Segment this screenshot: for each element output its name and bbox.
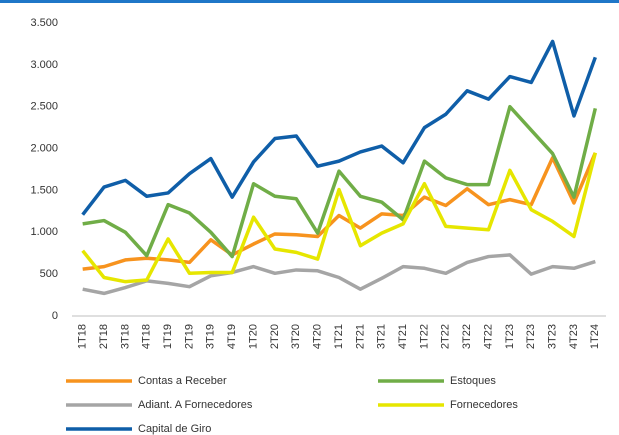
y-tick-label: 1.000 — [30, 226, 58, 238]
x-tick-label: 2T20 — [269, 324, 281, 349]
y-tick-label: 3.500 — [30, 17, 58, 29]
legend-label: Adiant. A Fornecedores — [138, 399, 253, 411]
x-tick-label: 3T20 — [290, 324, 302, 349]
y-tick-label: 2.500 — [30, 101, 58, 113]
legend-label: Estoques — [450, 375, 496, 387]
x-tick-label: 4T18 — [141, 324, 153, 349]
legend-label: Capital de Giro — [138, 423, 211, 435]
y-tick-label: 0 — [52, 310, 58, 322]
x-tick-label: 1T23 — [504, 324, 516, 349]
legend-label: Contas a Receber — [138, 375, 227, 387]
y-tick-label: 3.000 — [30, 59, 58, 71]
x-tick-label: 1T19 — [162, 324, 174, 349]
series-line — [81, 39, 597, 216]
x-tick-label: 3T21 — [376, 324, 388, 349]
y-tick-label: 2.000 — [30, 142, 58, 154]
x-tick-label: 2T23 — [525, 324, 537, 349]
x-tick-label: 4T21 — [397, 324, 409, 349]
series-line — [82, 152, 597, 271]
x-tick-label: 3T19 — [205, 324, 217, 349]
x-tick-label: 1T22 — [418, 324, 430, 349]
top-border — [0, 0, 619, 3]
x-tick-label: 1T21 — [333, 324, 345, 349]
x-tick-label: 2T18 — [98, 324, 110, 349]
x-tick-label: 4T23 — [568, 324, 580, 349]
x-tick-label: 1T18 — [77, 324, 89, 349]
legend-label: Fornecedores — [450, 399, 518, 411]
series-line — [82, 253, 596, 296]
x-tick-label: 3T18 — [119, 324, 131, 349]
x-tick-label: 2T22 — [440, 324, 452, 349]
series-line — [81, 152, 598, 284]
x-tick-label: 4T20 — [312, 324, 324, 349]
x-tick-label: 4T19 — [226, 324, 238, 349]
x-tick-label: 1T20 — [247, 324, 259, 349]
series-line — [82, 104, 598, 259]
x-tick-label: 1T24 — [589, 324, 601, 349]
x-tick-label: 3T22 — [461, 324, 473, 349]
x-tick-label: 4T22 — [482, 324, 494, 349]
x-tick-label: 2T19 — [183, 324, 195, 349]
y-tick-label: 1.500 — [30, 184, 58, 196]
x-tick-label: 2T21 — [354, 324, 366, 349]
x-tick-label: 3T23 — [547, 324, 559, 349]
y-tick-label: 500 — [40, 268, 58, 280]
